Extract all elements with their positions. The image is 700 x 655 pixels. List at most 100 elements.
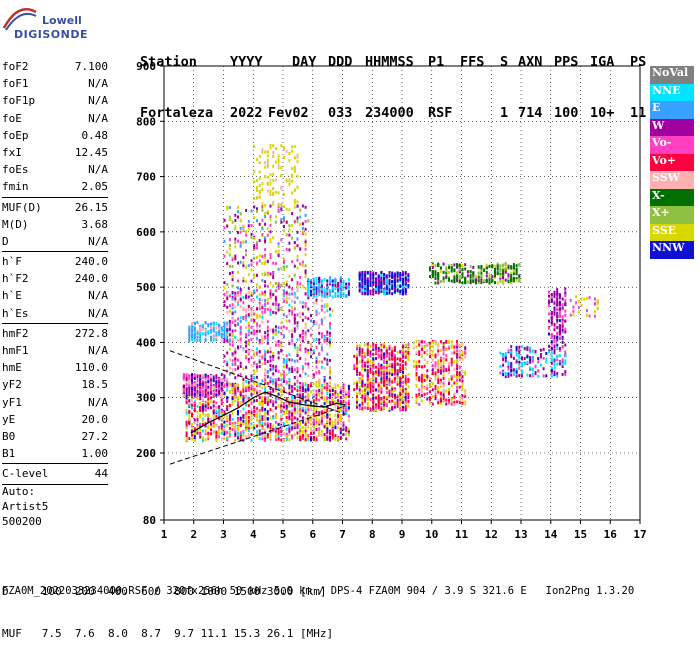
echo-point (394, 366, 396, 369)
echo-point (280, 284, 282, 287)
echo-point (321, 434, 323, 437)
echo-point (310, 423, 312, 426)
echo-point (259, 184, 261, 187)
echo-point (343, 295, 345, 298)
echo-point (240, 231, 242, 234)
echo-point (372, 393, 374, 396)
echo-point (251, 310, 253, 313)
echo-point (391, 280, 393, 283)
echo-point (199, 393, 201, 396)
echo-point (199, 383, 201, 386)
echo-point (226, 311, 228, 314)
echo-point (407, 275, 409, 278)
echo-point (251, 439, 253, 442)
echo-point (286, 428, 288, 431)
echo-point (210, 386, 212, 389)
echo-point (242, 367, 244, 370)
echo-point (229, 404, 231, 407)
echo-point (332, 389, 334, 392)
echo-point (310, 351, 312, 354)
echo-point (202, 412, 204, 415)
echo-point (261, 396, 263, 399)
echo-point (518, 264, 520, 267)
echo-point (383, 345, 385, 348)
echo-point (267, 227, 269, 230)
echo-point (405, 383, 407, 386)
echo-point (386, 376, 388, 379)
echo-point (418, 353, 420, 356)
echo-point (199, 335, 201, 338)
echo-point (456, 264, 458, 267)
echo-point (280, 144, 282, 147)
echo-point (321, 366, 323, 369)
echo-point (245, 366, 247, 369)
echo-point (199, 414, 201, 417)
echo-point (259, 302, 261, 305)
echo-point (229, 294, 231, 297)
echo-point (402, 360, 404, 363)
echo-point (316, 382, 318, 385)
echo-point (280, 439, 282, 442)
echo-point (288, 430, 290, 433)
echo-point (405, 378, 407, 381)
echo-point (353, 382, 355, 385)
echo-point (232, 344, 234, 347)
echo-point (432, 270, 434, 273)
echo-point (380, 346, 382, 349)
echo-point (288, 371, 290, 374)
echo-point (326, 438, 328, 441)
echo-point (299, 301, 301, 304)
echo-point (551, 355, 553, 358)
echo-point (237, 410, 239, 413)
echo-point (443, 397, 445, 400)
echo-point (253, 382, 255, 385)
echo-point (310, 290, 312, 293)
echo-point (305, 372, 307, 375)
echo-point (316, 385, 318, 388)
echo-point (291, 416, 293, 419)
echo-point (443, 367, 445, 370)
echo-point (443, 349, 445, 352)
echo-point (261, 203, 263, 206)
echo-point (437, 274, 439, 277)
echo-point (226, 297, 228, 300)
echo-point (256, 219, 258, 222)
echo-point (361, 351, 363, 354)
echo-point (224, 340, 226, 343)
echo-point (259, 254, 261, 257)
echo-point (402, 365, 404, 368)
echo-point (278, 268, 280, 271)
echo-point (429, 352, 431, 355)
echo-point (307, 219, 309, 222)
echo-point (456, 340, 458, 343)
echo-point (329, 327, 331, 330)
echo-point (234, 305, 236, 308)
echo-point (261, 422, 263, 425)
echo-point (418, 350, 420, 353)
echo-point (359, 290, 361, 293)
echo-point (245, 230, 247, 233)
echo-point (391, 350, 393, 353)
echo-point (443, 346, 445, 349)
echo-point (305, 240, 307, 243)
echo-point (367, 277, 369, 280)
echo-point (294, 220, 296, 223)
echo-point (237, 339, 239, 342)
echo-point (261, 279, 263, 282)
echo-point (256, 351, 258, 354)
echo-point (340, 423, 342, 426)
echo-point (337, 426, 339, 429)
echo-point (564, 362, 566, 365)
echo-point (224, 437, 226, 440)
echo-point (215, 336, 217, 339)
echo-point (224, 425, 226, 428)
echo-point (329, 402, 331, 405)
echo-point (543, 367, 545, 370)
echo-point (380, 274, 382, 277)
echo-point (297, 267, 299, 270)
echo-point (462, 388, 464, 391)
echo-point (253, 414, 255, 417)
echo-point (310, 390, 312, 393)
echo-point (272, 379, 274, 382)
echo-point (251, 331, 253, 334)
